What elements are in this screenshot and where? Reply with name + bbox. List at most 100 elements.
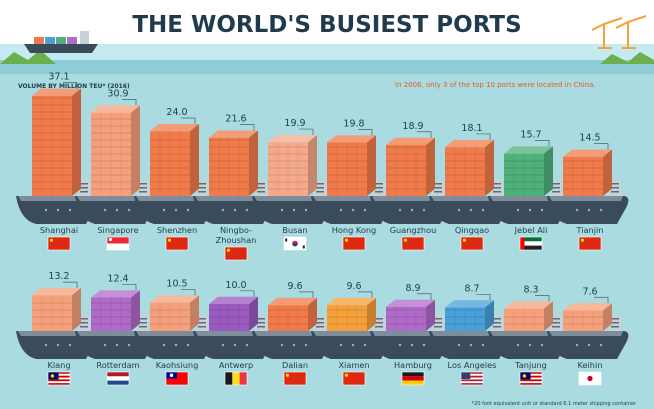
port-label: Zhoushan [216, 235, 257, 245]
porthole [351, 208, 355, 212]
container-stack-side [131, 290, 140, 331]
container-stack-side [131, 105, 140, 196]
porthole [162, 208, 166, 212]
porthole [174, 208, 178, 212]
value-leader-line [299, 291, 314, 298]
port-label: Singapore [97, 225, 138, 235]
china-flag-icon [578, 236, 602, 251]
container-stack-side [367, 135, 376, 196]
porthole [587, 208, 591, 212]
value-label: 24.0 [166, 107, 187, 118]
ship-rotterdam: 12.4 Rotterdam [75, 273, 157, 386]
porthole [233, 343, 237, 347]
value-label: 8.9 [405, 283, 420, 294]
cargo-ship-illustration [24, 31, 98, 53]
value-label: 13.2 [48, 271, 69, 282]
porthole [103, 343, 107, 347]
china-note: In 2006, only 3 of the top 10 ports were… [395, 81, 596, 89]
ship-deck [254, 331, 328, 336]
container-stack-top [209, 130, 258, 138]
value-leader-line [594, 296, 609, 304]
south-korea-flag-icon [283, 236, 307, 251]
porthole [115, 208, 119, 212]
ship-busan: 19.9 Busan [252, 118, 334, 251]
porthole [422, 208, 426, 212]
value-leader-line [594, 143, 609, 150]
china-flag-icon [342, 371, 366, 386]
container-stack-side [190, 295, 199, 331]
value-label: 37.1 [48, 72, 69, 83]
netherlands-flag-icon [106, 371, 130, 386]
container-stack-top [32, 288, 81, 296]
value-leader-line [535, 140, 550, 147]
porthole [44, 208, 48, 212]
ship-deck [77, 331, 151, 336]
china-flag-icon [460, 236, 484, 251]
container-stack-top [563, 149, 612, 157]
ship-deck [431, 196, 505, 201]
value-leader-line [417, 293, 432, 300]
porthole [528, 208, 532, 212]
container-stack-side [426, 137, 435, 196]
value-label: 18.1 [461, 123, 482, 134]
porthole [540, 208, 544, 212]
ship-deck [549, 196, 623, 201]
china-flag-icon [283, 371, 307, 386]
container-stack-side [308, 297, 317, 331]
container-stack-side [72, 88, 81, 196]
container-stack-top [386, 299, 435, 307]
porthole [115, 343, 119, 347]
container-stack-side [367, 297, 376, 331]
malaysia-flag-icon [47, 371, 71, 386]
porthole [398, 208, 402, 212]
porthole [245, 343, 249, 347]
porthole [127, 343, 131, 347]
container-stack-top [563, 303, 612, 311]
ship-deck [136, 331, 210, 336]
ship-ningbo-zhoushan: 21.6 Ningbo-Zhoushan [193, 113, 275, 261]
value-leader-line [476, 293, 491, 301]
value-leader-line [240, 290, 255, 297]
container-stack-top [327, 135, 376, 143]
port-label: Xiamen [338, 360, 369, 370]
sea-band [0, 44, 654, 62]
ship-los-angeles: 8.7 Los Angeles [429, 283, 511, 386]
porthole [422, 343, 426, 347]
ship-deck [313, 331, 387, 336]
porthole [587, 343, 591, 347]
porthole [186, 208, 190, 212]
port-label: Los Angeles [448, 360, 497, 370]
porthole [575, 208, 579, 212]
footnote: *20 foot equivalent unit or standard 6.1… [472, 401, 637, 407]
ships-layer: 37.1Shanghai30.9Singapore24.0Shenzhen21.… [16, 72, 629, 386]
hills-left [0, 50, 56, 64]
porthole [127, 208, 131, 212]
porthole [528, 343, 532, 347]
container-stack-side [426, 299, 435, 331]
porthole [56, 343, 60, 347]
porthole [339, 343, 343, 347]
value-leader-line [535, 295, 550, 302]
ship-guangzhou: 18.9 Guangzhou [370, 121, 452, 251]
porthole [280, 343, 284, 347]
ship-deck [313, 196, 387, 201]
value-leader-line [358, 291, 373, 298]
ship-deck [18, 196, 92, 201]
porthole [469, 343, 473, 347]
ship-deck [431, 331, 505, 336]
value-label: 19.9 [284, 118, 305, 129]
value-label: 8.7 [464, 283, 479, 294]
container-stack-side [603, 303, 612, 331]
sea-stripe [0, 60, 654, 74]
china-flag-icon [224, 246, 248, 261]
singapore-flag-icon [106, 236, 130, 251]
ship-deck [490, 331, 564, 336]
ship-deck [77, 196, 151, 201]
port-label: Antwerp [219, 360, 253, 370]
port-label: Tanjung [514, 360, 547, 370]
container-stack-top [268, 297, 317, 306]
porthole [363, 208, 367, 212]
porthole [221, 343, 225, 347]
container-stack-side [72, 288, 81, 331]
